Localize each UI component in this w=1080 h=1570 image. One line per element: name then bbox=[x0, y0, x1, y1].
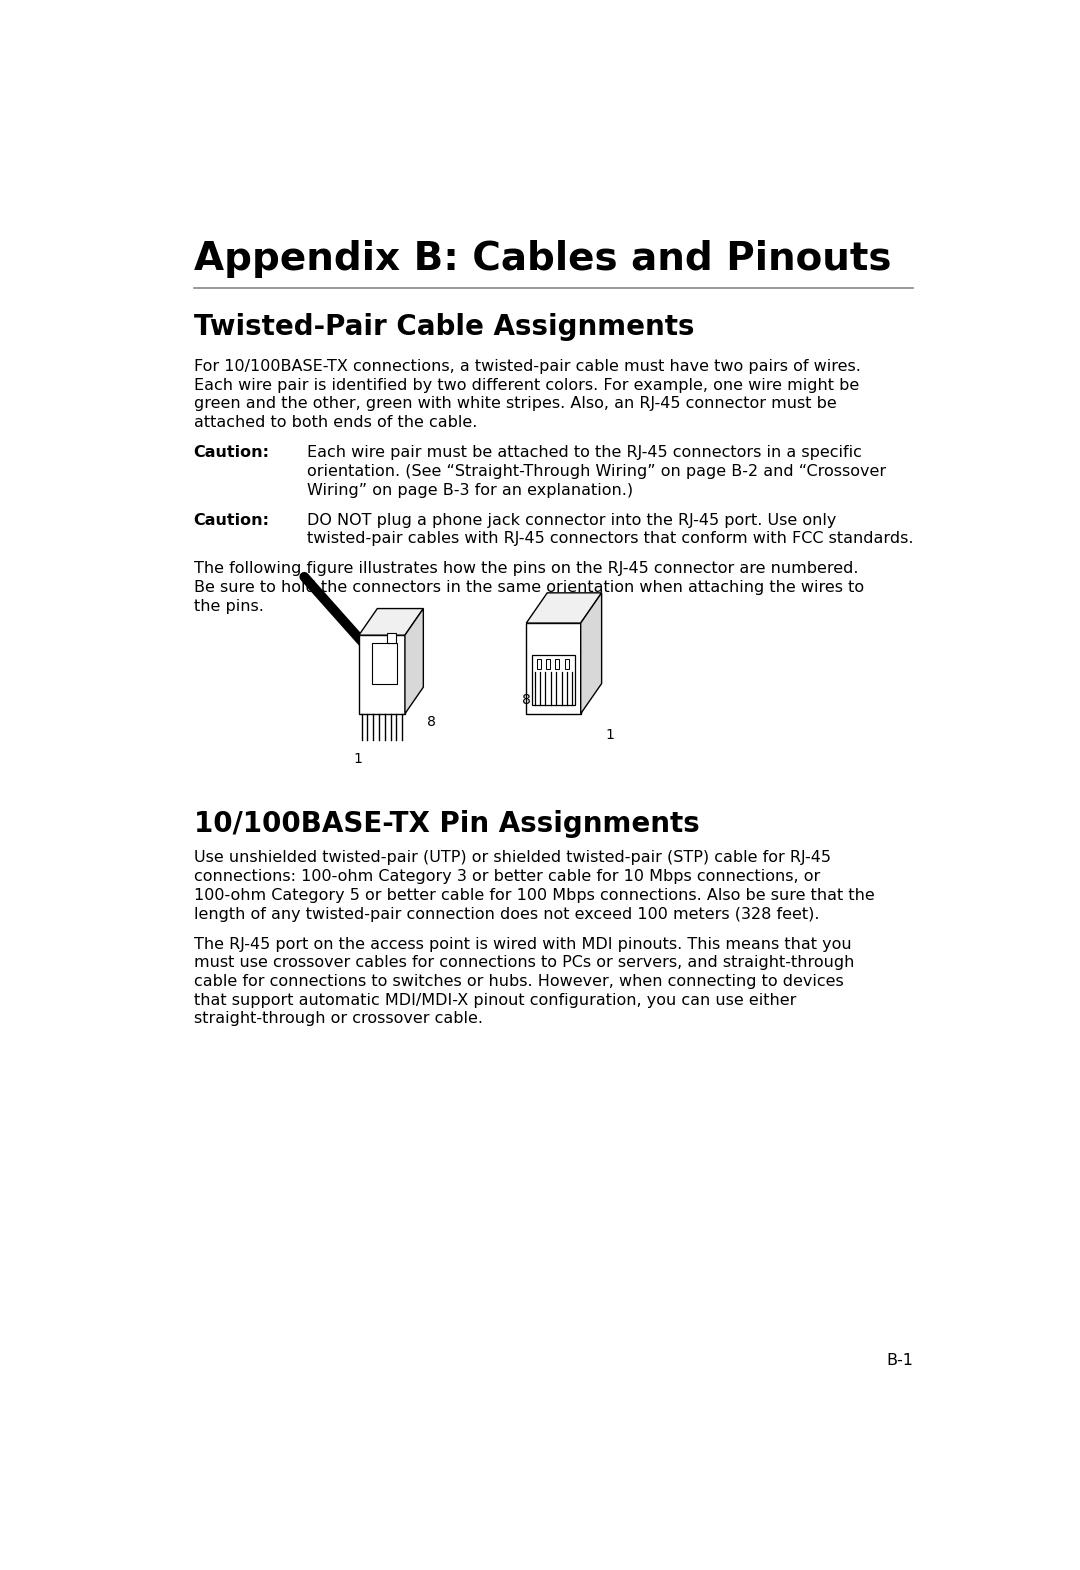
Text: Caution:: Caution: bbox=[193, 512, 270, 528]
Polygon shape bbox=[405, 609, 423, 714]
Polygon shape bbox=[581, 593, 602, 714]
Text: orientation. (See “Straight-Through Wiring” on page B-2 and “Crossover: orientation. (See “Straight-Through Wiri… bbox=[307, 463, 886, 479]
Text: Each wire pair must be attached to the RJ-45 connectors in a specific: Each wire pair must be attached to the R… bbox=[307, 444, 862, 460]
Text: straight-through or crossover cable.: straight-through or crossover cable. bbox=[193, 1011, 483, 1027]
Text: For 10/100BASE-TX connections, a twisted-pair cable must have two pairs of wires: For 10/100BASE-TX connections, a twisted… bbox=[193, 360, 861, 374]
Polygon shape bbox=[372, 644, 396, 685]
Text: The RJ-45 port on the access point is wired with MDI pinouts. This means that yo: The RJ-45 port on the access point is wi… bbox=[193, 937, 851, 951]
Text: DO NOT plug a phone jack connector into the RJ-45 port. Use only: DO NOT plug a phone jack connector into … bbox=[307, 512, 836, 528]
Bar bbox=[565, 659, 569, 669]
Text: must use crossover cables for connections to PCs or servers, and straight-throug: must use crossover cables for connection… bbox=[193, 955, 854, 970]
Text: 1: 1 bbox=[354, 752, 363, 766]
Bar bbox=[555, 659, 559, 669]
Text: cable for connections to switches or hubs. However, when connecting to devices: cable for connections to switches or hub… bbox=[193, 973, 843, 989]
Polygon shape bbox=[387, 633, 395, 644]
Bar bbox=[545, 659, 550, 669]
Text: Be sure to hold the connectors in the same orientation when attaching the wires : Be sure to hold the connectors in the sa… bbox=[193, 579, 864, 595]
Text: The following figure illustrates how the pins on the RJ-45 connector are numbere: The following figure illustrates how the… bbox=[193, 560, 859, 576]
Text: the pins.: the pins. bbox=[193, 598, 264, 614]
Text: Wiring” on page B-3 for an explanation.): Wiring” on page B-3 for an explanation.) bbox=[307, 482, 633, 498]
Text: Use unshielded twisted-pair (UTP) or shielded twisted-pair (STP) cable for RJ-45: Use unshielded twisted-pair (UTP) or shi… bbox=[193, 851, 831, 865]
Text: connections: 100-ohm Category 3 or better cable for 10 Mbps connections, or: connections: 100-ohm Category 3 or bette… bbox=[193, 870, 820, 884]
Text: Each wire pair is identified by two different colors. For example, one wire migh: Each wire pair is identified by two diff… bbox=[193, 378, 859, 392]
Text: attached to both ends of the cable.: attached to both ends of the cable. bbox=[193, 414, 477, 430]
Text: 10/100BASE-TX Pin Assignments: 10/100BASE-TX Pin Assignments bbox=[193, 810, 700, 838]
Text: 8: 8 bbox=[427, 714, 435, 728]
Text: twisted-pair cables with RJ-45 connectors that conform with FCC standards.: twisted-pair cables with RJ-45 connector… bbox=[307, 531, 913, 546]
Polygon shape bbox=[526, 593, 602, 623]
Text: 8: 8 bbox=[523, 692, 531, 706]
Bar bbox=[537, 659, 541, 669]
Polygon shape bbox=[359, 636, 405, 714]
Text: B-1: B-1 bbox=[887, 1353, 914, 1369]
Text: green and the other, green with white stripes. Also, an RJ-45 connector must be: green and the other, green with white st… bbox=[193, 396, 836, 411]
Polygon shape bbox=[532, 655, 575, 705]
Text: Caution:: Caution: bbox=[193, 444, 270, 460]
Text: that support automatic MDI/MDI-X pinout configuration, you can use either: that support automatic MDI/MDI-X pinout … bbox=[193, 992, 796, 1008]
Polygon shape bbox=[359, 609, 423, 636]
Polygon shape bbox=[526, 623, 581, 714]
Text: 100-ohm Category 5 or better cable for 100 Mbps connections. Also be sure that t: 100-ohm Category 5 or better cable for 1… bbox=[193, 887, 875, 903]
Text: Appendix B: Cables and Pinouts: Appendix B: Cables and Pinouts bbox=[193, 240, 891, 278]
Text: 1: 1 bbox=[605, 728, 613, 743]
Text: length of any twisted-pair connection does not exceed 100 meters (328 feet).: length of any twisted-pair connection do… bbox=[193, 906, 819, 922]
Text: Twisted-Pair Cable Assignments: Twisted-Pair Cable Assignments bbox=[193, 312, 694, 341]
